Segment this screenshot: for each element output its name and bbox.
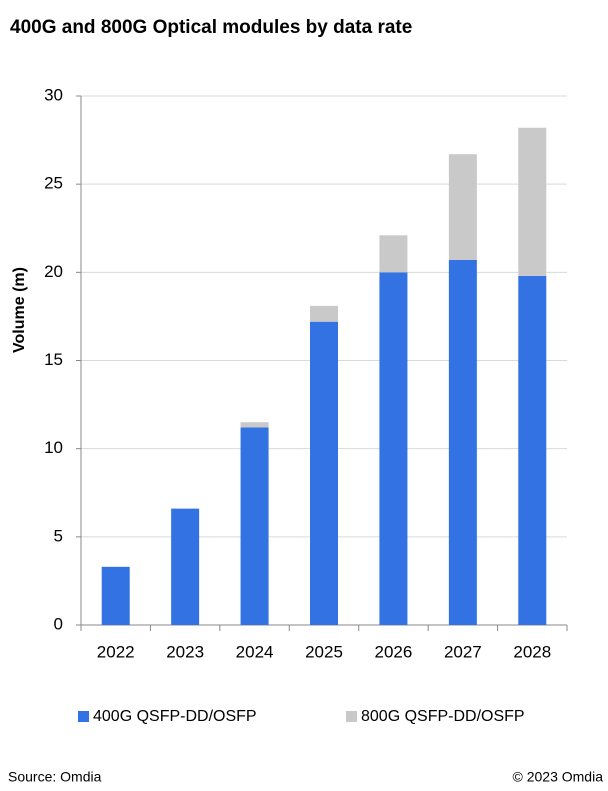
y-tick-label: 15 — [44, 350, 63, 369]
bar-segment — [240, 422, 269, 428]
bar-segment — [171, 508, 200, 625]
bar-segment — [379, 272, 408, 625]
x-tick-label: 2027 — [444, 642, 482, 661]
y-tick-label: 0 — [54, 614, 63, 633]
legend-label: 400G QSFP-DD/OSFP — [93, 708, 257, 725]
y-axis-label: Volume (m) — [11, 267, 28, 353]
bar-segment — [448, 154, 477, 260]
x-tick-label: 2022 — [97, 642, 135, 661]
x-tick-label: 2026 — [375, 642, 413, 661]
y-tick-label: 25 — [44, 174, 63, 193]
source: Source: Omdia — [8, 769, 102, 785]
y-tick-label: 5 — [54, 526, 63, 545]
bar-segment — [310, 305, 338, 322]
x-tick-label: 2024 — [236, 642, 274, 661]
bar-segment — [310, 321, 338, 625]
y-tick-label: 20 — [44, 262, 63, 281]
legend-swatch — [346, 711, 357, 722]
chart-title: 400G and 800G Optical modules by data ra… — [10, 17, 412, 38]
x-tick-label: 2023 — [166, 642, 204, 661]
x-tick-label: 2028 — [513, 642, 551, 661]
bar-segment — [518, 127, 547, 276]
copyright: © 2023 Omdia — [513, 769, 604, 785]
bar-segment — [101, 566, 130, 625]
bar-segment — [240, 427, 269, 625]
bar-segment — [379, 235, 408, 273]
bar-segment — [448, 259, 477, 625]
y-tick-label: 10 — [44, 438, 63, 457]
y-tick-label: 30 — [44, 85, 63, 104]
legend-label: 800G QSFP-DD/OSFP — [361, 708, 525, 725]
x-tick-label: 2025 — [305, 642, 343, 661]
bar-segment — [518, 275, 547, 625]
legend-swatch — [78, 711, 89, 722]
